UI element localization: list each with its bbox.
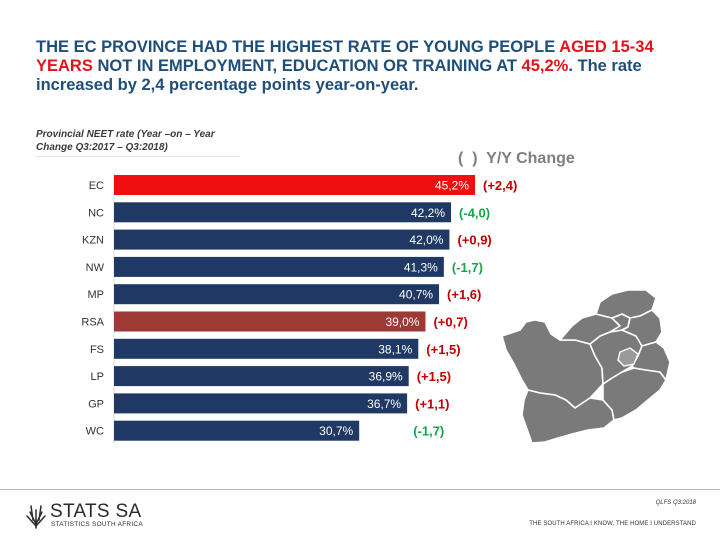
category-label-fs: FS [90, 344, 104, 356]
bar-ec [114, 175, 475, 195]
value-label-lp: 36,9% [369, 370, 403, 384]
category-label-wc: WC [86, 426, 104, 438]
bar-wc [114, 420, 360, 441]
headline-age-highlight: AGED 15-34 YEARS [36, 38, 654, 75]
source-note: QLFS Q3:2018 [655, 500, 696, 506]
change-label-gp: (+1,1) [415, 396, 449, 411]
value-label-nw: 41,3% [404, 260, 438, 274]
bar-gp [114, 393, 408, 414]
logo-name: STATS SA [50, 501, 142, 522]
change-label-rsa: (+0,7) [433, 315, 467, 330]
headline-part-3: NOT IN EMPLOYMENT, EDUCATION OR TRAINING… [92, 57, 522, 75]
category-label-nc: NC [88, 207, 104, 219]
headline: THE EC PROVINCE HAD THE HIGHEST RATE OF … [36, 38, 686, 95]
value-label-wc: 30,7% [319, 424, 353, 438]
map-province-eastern-cape [602, 367, 667, 421]
footer-divider [0, 489, 720, 490]
change-label-kzn: (+0,9) [457, 233, 491, 248]
change-label-fs: (+1,5) [426, 342, 460, 357]
category-label-gp: GP [88, 398, 104, 410]
bar-nc [114, 202, 452, 223]
category-label-mp: MP [88, 289, 105, 301]
map-province-western-cape [521, 389, 615, 444]
change-label-ec: (+2,4) [483, 178, 517, 193]
bar-rsa [114, 311, 426, 332]
value-label-fs: 38,1% [378, 342, 412, 356]
category-label-ec: EC [89, 180, 104, 192]
change-label-lp: (+1,5) [417, 369, 451, 384]
category-label-nw: NW [86, 262, 105, 274]
aloe-plant-icon [26, 505, 46, 529]
bar-fs [114, 338, 419, 359]
value-label-mp: 40,7% [399, 288, 433, 302]
headline-part-1: THE EC PROVINCE HAD THE HIGHEST RATE OF … [36, 38, 560, 56]
headline-rate-highlight: 45,2% [521, 57, 569, 75]
value-label-kzn: 42,0% [409, 233, 443, 247]
bar-nw [114, 256, 444, 277]
change-label-nc: (-4,0) [459, 205, 490, 220]
category-label-kzn: KZN [82, 235, 104, 247]
footer-slogan: THE SOUTH AFRICA I KNOW, THE HOME I UNDE… [529, 521, 696, 527]
headline-part-5: . The rate increased by 2,4 percentage p… [36, 57, 642, 94]
change-label-wc: (-1,7) [413, 424, 444, 439]
bar-lp [114, 366, 409, 387]
category-label-lp: LP [91, 371, 104, 383]
value-label-gp: 36,7% [367, 397, 401, 411]
change-label-mp: (+1,6) [447, 287, 481, 302]
map-province-limpopo [595, 289, 657, 319]
yy-change-legend: ( ) Y/Y Change [458, 150, 575, 167]
category-label-rsa: RSA [81, 317, 104, 329]
bar-kzn [114, 229, 450, 250]
bar-mp [114, 284, 440, 305]
value-label-rsa: 39,0% [385, 315, 419, 329]
value-label-ec: 45,2% [435, 179, 469, 193]
chart-title: Provincial NEET rate (Year –on – Year Ch… [36, 128, 240, 157]
value-label-nc: 42,2% [411, 206, 445, 220]
change-label-nw: (-1,7) [452, 260, 483, 275]
logo-tagline: STATISTICS SOUTH AFRICA [51, 521, 143, 528]
map-lesotho-enclave [617, 347, 639, 367]
